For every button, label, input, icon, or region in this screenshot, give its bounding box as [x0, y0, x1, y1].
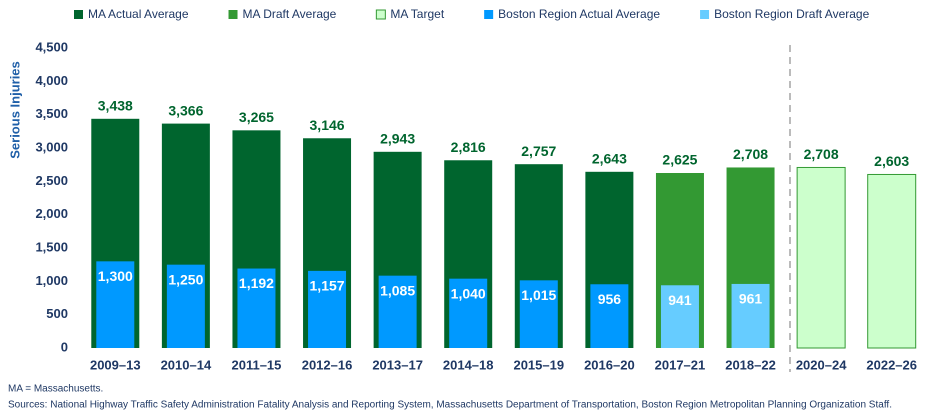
bar: [660, 285, 699, 348]
data-label: 961: [739, 291, 763, 307]
data-label: 2,643: [592, 151, 627, 167]
bar: [449, 278, 488, 348]
data-label: 3,265: [239, 109, 274, 125]
data-label: 3,146: [310, 117, 345, 133]
bar: [796, 166, 846, 349]
bar: [308, 270, 347, 348]
y-tick-label: 3,000: [35, 139, 68, 154]
bar: [96, 261, 135, 348]
bar: [590, 284, 629, 348]
data-label: 2,708: [733, 146, 768, 162]
x-tick-label: 2020–24: [796, 357, 847, 372]
y-tick-label: 3,500: [35, 106, 68, 121]
bar: [166, 264, 205, 348]
data-label: 2,816: [451, 139, 486, 155]
y-tick-label: 1,500: [35, 239, 68, 254]
bar: [731, 283, 770, 348]
y-tick-label: 4,000: [35, 73, 68, 88]
data-label: 1,300: [98, 268, 133, 284]
y-tick-label: 2,500: [35, 173, 68, 188]
y-axis-label: Serious Injuries: [7, 61, 22, 159]
footnote: Sources: National Highway Traffic Safety…: [8, 400, 892, 411]
x-tick-label: 2016–20: [584, 357, 635, 372]
x-tick-label: 2011–15: [232, 357, 282, 372]
x-tick-label: 2012–16: [302, 357, 353, 372]
data-label: 2,757: [521, 143, 556, 159]
y-tick-label: 1,000: [35, 273, 68, 288]
data-label: 2,943: [380, 131, 415, 147]
data-label: 2,625: [662, 152, 697, 168]
x-tick-label: 2022–26: [866, 357, 917, 372]
y-tick-label: 2,000: [35, 206, 68, 221]
legend-swatch: [74, 10, 83, 19]
legend-label: Boston Region Draft Average: [714, 7, 870, 21]
data-label: 2,603: [874, 153, 909, 169]
x-tick-label: 2009–13: [90, 357, 141, 372]
x-tick-label: 2014–18: [443, 357, 494, 372]
data-label: 1,040: [451, 285, 486, 301]
data-label: 1,157: [310, 278, 345, 294]
legend-swatch: [228, 10, 238, 19]
data-label: 956: [598, 291, 622, 307]
data-label: 1,250: [168, 271, 203, 287]
data-label: 1,085: [380, 282, 415, 298]
x-tick-label: 2018–22: [725, 357, 776, 372]
data-label: 2,708: [804, 146, 839, 162]
data-label: 941: [668, 292, 692, 308]
bar: [867, 173, 917, 349]
legend-swatch: [700, 10, 710, 19]
data-label: 3,438: [98, 98, 133, 114]
legend-label: MA Actual Average: [88, 7, 189, 21]
bar: [519, 280, 558, 348]
legend-label: Boston Region Actual Average: [498, 7, 660, 21]
x-tick-label: 2017–21: [655, 357, 706, 372]
data-label: 3,366: [168, 102, 203, 118]
legend-swatch: [375, 9, 386, 20]
y-tick-label: 0: [61, 339, 68, 354]
y-tick-label: 4,500: [35, 39, 68, 54]
data-label: 1,015: [521, 287, 556, 303]
bar: [378, 275, 417, 348]
data-label: 1,192: [239, 275, 274, 291]
x-tick-label: 2010–14: [161, 357, 212, 372]
legend-label: MA Draft Average: [243, 7, 337, 21]
footnote: MA = Massachusetts.: [8, 384, 103, 395]
legend-label: MA Target: [390, 7, 444, 21]
legend-swatch: [484, 10, 494, 19]
y-tick-label: 500: [46, 306, 68, 321]
x-tick-label: 2015–19: [513, 357, 564, 372]
x-tick-label: 2013–17: [372, 357, 423, 372]
bar: [237, 268, 276, 348]
